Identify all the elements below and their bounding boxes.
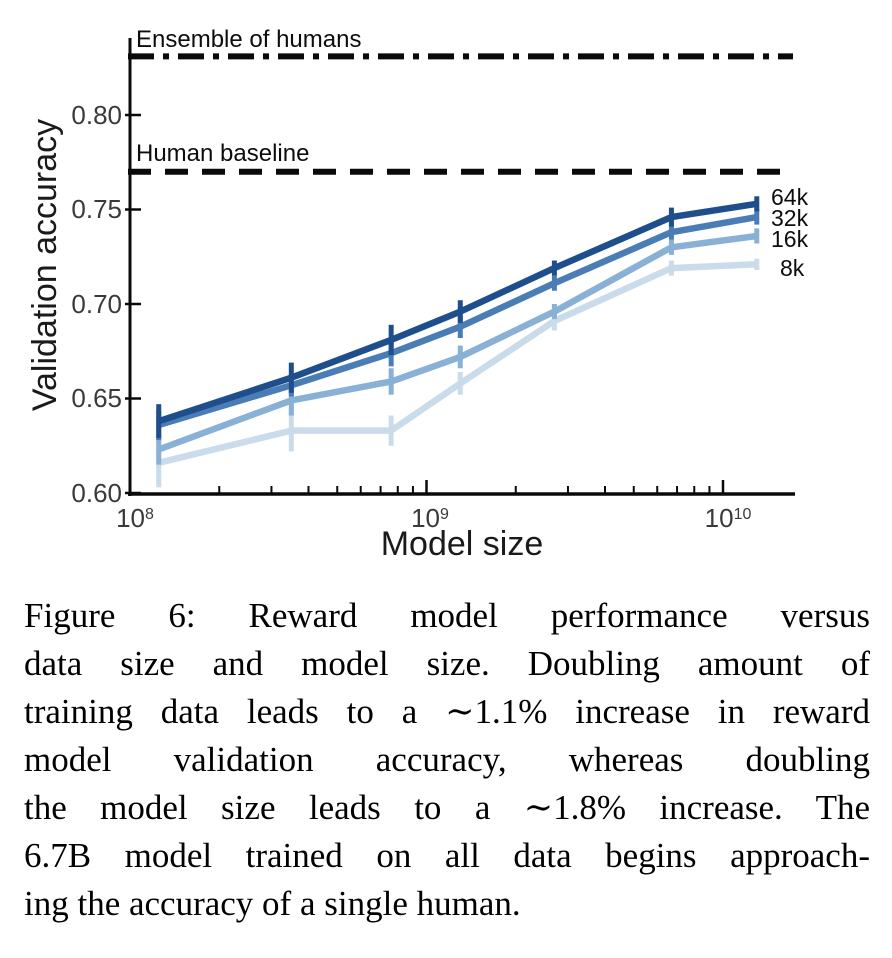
ensemble-of-humans-annotation: Ensemble of humans (136, 26, 362, 53)
x-tick-base: 10 (704, 503, 734, 533)
series-label-8k: 8k (780, 255, 805, 281)
x-tick-label: 109 (380, 498, 480, 533)
x-tick-label: 108 (85, 498, 185, 533)
caption-line: ing the accuracy of a single human. (24, 884, 521, 923)
x-axis-label: Model size (380, 525, 544, 563)
figure-caption: Figure 6: Reward model performance versu… (24, 592, 870, 928)
chart-area: Validation accuracy Model size 0.80 0.75… (26, 26, 809, 564)
chart-canvas (125, 38, 795, 496)
y-tick-label: 0.60 (71, 478, 122, 508)
y-tick-label: 0.80 (71, 100, 122, 130)
caption-line: 6.7B model trained on all data begins ap… (24, 836, 870, 875)
x-tick-base: 10 (116, 503, 145, 533)
y-tick-label: 0.65 (71, 383, 122, 413)
human-baseline-annotation: Human baseline (136, 140, 310, 167)
caption-line: the model size leads to a ∼1.8% increase… (24, 788, 870, 827)
series-64k (156, 196, 760, 439)
caption-line: Figure 6: Reward model performance versu… (24, 596, 870, 635)
y-tick-label: 0.75 (71, 194, 122, 224)
series-8k (156, 258, 760, 488)
y-tick-label: 0.70 (71, 289, 122, 319)
caption-line: data size and model size. Doubling amoun… (24, 644, 870, 683)
series-line-8k (157, 261, 757, 466)
series-16k (156, 228, 760, 465)
caption-line: model validation accuracy, whereas doubl… (24, 740, 870, 779)
x-tick-label: 1010 (678, 498, 778, 533)
caption-line: training data leads to a ∼1.1% increase … (24, 692, 870, 731)
x-tick-base: 10 (411, 503, 440, 533)
series-32k (156, 209, 760, 441)
series-label-32k: 32k (771, 205, 809, 231)
x-tick-exponent: 10 (733, 506, 752, 523)
series-label-16k: 16k (771, 226, 809, 252)
x-tick-exponent: 9 (440, 506, 449, 523)
x-tick-exponent: 8 (145, 506, 154, 523)
series-label-64k: 64k (771, 184, 809, 210)
